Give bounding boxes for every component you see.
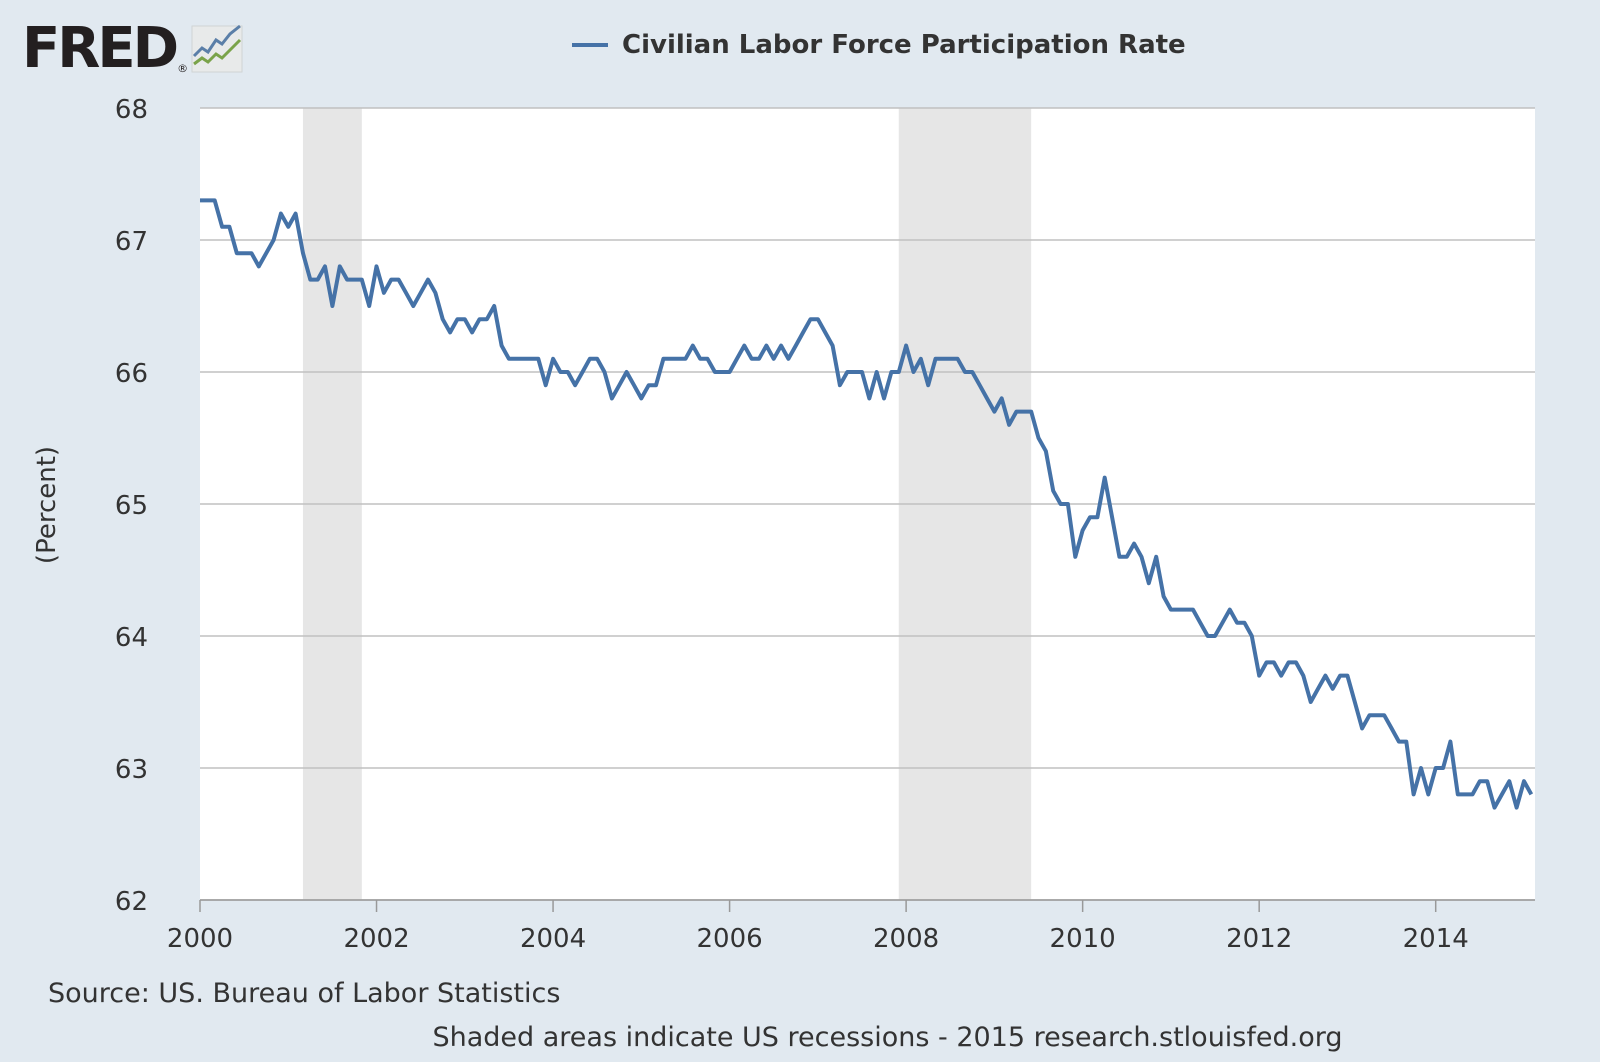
x-tick-label: 2010 xyxy=(1050,924,1116,954)
x-tick-label: 2012 xyxy=(1226,924,1292,954)
fred-wordmark: FRED xyxy=(22,16,179,81)
legend-swatch xyxy=(572,43,608,47)
axes: 62 63 64 65 66 67 68 2000 2002 2004 2006 2008 2010 20… xyxy=(115,95,1535,954)
x-tick-label: 2002 xyxy=(343,924,409,954)
fred-logo[interactable]: FRED ® xyxy=(22,16,246,81)
x-tick-label: 2000 xyxy=(167,924,233,954)
y-tick-label: 68 xyxy=(115,95,148,125)
footer-note: Shaded areas indicate US recessions - 20… xyxy=(432,1022,1343,1053)
y-tick-label: 63 xyxy=(115,755,148,785)
y-tick-label: 64 xyxy=(115,623,148,653)
legend-label: Civilian Labor Force Participation Rate xyxy=(622,30,1186,60)
series-layer xyxy=(200,198,1534,810)
y-axis-label: (Percent) xyxy=(32,445,62,565)
chart-legend: Civilian Labor Force Participation Rate xyxy=(572,30,1186,60)
x-tick-label: 2014 xyxy=(1403,924,1469,954)
source-note: Source: US. Bureau of Labor Statistics xyxy=(48,978,561,1009)
registered-mark: ® xyxy=(177,62,189,75)
y-tick-label: 62 xyxy=(115,887,148,917)
y-tick-label: 67 xyxy=(115,227,148,257)
x-tick-label: 2004 xyxy=(520,924,586,954)
x-tick-label: 2006 xyxy=(697,924,763,954)
series-line xyxy=(200,198,1534,810)
y-tick-label: 66 xyxy=(115,359,148,389)
x-tick-label: 2008 xyxy=(873,924,939,954)
fred-chart-icon xyxy=(191,24,243,73)
y-tick-label: 65 xyxy=(115,491,148,521)
